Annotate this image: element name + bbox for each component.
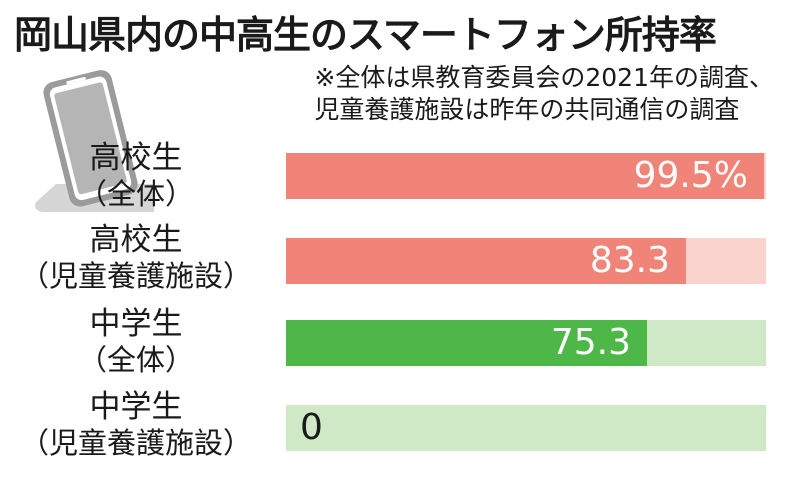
source-note: ※全体は県教育委員会の2021年の調査、 児童養護施設は昨年の共同通信の調査 (314, 62, 774, 126)
bar (286, 320, 647, 366)
category-label-line2: （児童養護施設） (19, 259, 252, 293)
source-note-line2: 児童養護施設は昨年の共同通信の調査 (314, 95, 740, 124)
bar (286, 153, 764, 199)
bar-track: 99.5% (286, 153, 766, 199)
category-label-line2: （全体） (77, 177, 194, 211)
bar-track: 75.3 (286, 320, 766, 366)
data-label: 75.3 (550, 322, 631, 363)
category-label: 高校生 （児童養護施設） (2, 222, 270, 294)
category-label-line2: （児童養護施設） (19, 426, 252, 460)
data-label: 99.5% (633, 155, 748, 196)
category-label-line1: 高校生 (89, 140, 183, 176)
chart-title: 岡山県内の中高生のスマートフォン所持率 (14, 13, 717, 57)
data-label: 83.3 (589, 240, 670, 281)
category-label: 高校生 （全体） (2, 140, 270, 212)
category-label: 中学生 （児童養護施設） (2, 389, 270, 461)
category-label-line2: （全体） (77, 343, 194, 377)
category-label: 中学生 （全体） (2, 306, 270, 378)
category-label-line1: 高校生 (89, 222, 183, 258)
source-note-line1: ※全体は県教育委員会の2021年の調査、 (314, 63, 774, 92)
category-label-line1: 中学生 (89, 389, 183, 425)
category-label-line1: 中学生 (89, 306, 183, 342)
bar (286, 238, 686, 284)
data-label: 0 (300, 407, 323, 448)
bar-track: 0 (286, 405, 766, 451)
smartphone-icon (35, 70, 154, 212)
bar-track: 83.3 (286, 238, 766, 284)
